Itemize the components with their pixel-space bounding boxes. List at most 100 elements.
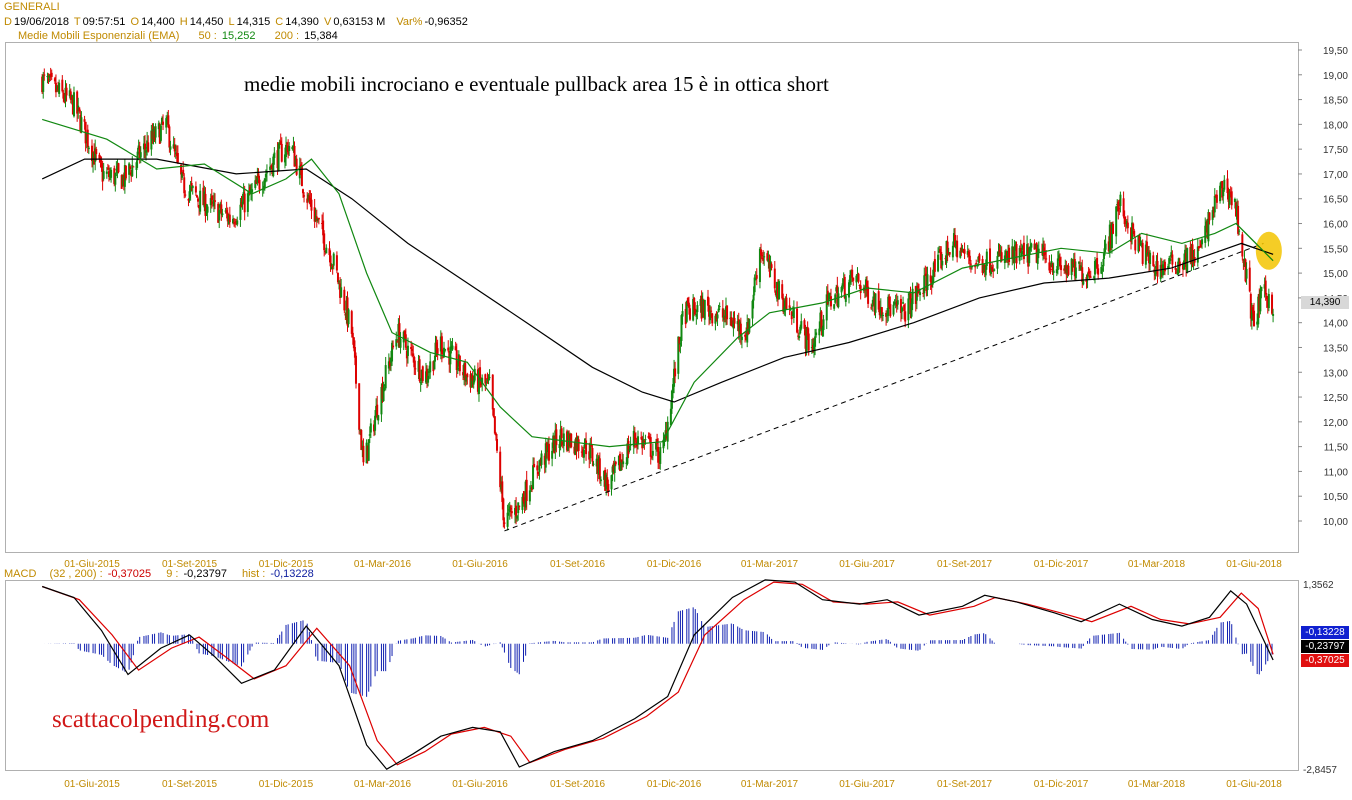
candle-down [426,368,429,380]
candle-up [825,294,828,321]
candle-up [617,455,620,466]
candle-up [841,283,844,287]
candle-down [930,278,933,288]
candle-down [577,439,580,451]
candle-down [54,82,57,93]
candle-up [1162,264,1165,267]
candle-up [470,378,473,388]
candle-down [270,165,273,167]
ema-legend-label: Medie Mobili Esponenziali (EMA) [18,30,180,42]
macd-legend: MACD (32 , 200) : -0,37025 9 : -0,23797 … [4,568,316,580]
low-value: 14,315 [236,16,271,28]
candle-down [596,461,599,474]
macd-signal-box: -0,23797 [1301,640,1349,653]
candle-up [188,191,191,199]
price-y-tick-label: 10,50 [1323,492,1348,503]
candle-down [1145,241,1148,254]
candle-down [575,437,578,452]
candle-down [412,353,415,357]
candle-up [1245,268,1248,279]
candle-down [968,255,971,261]
candle-down [1049,269,1052,271]
candle-down [858,284,861,286]
candle-up [695,314,698,317]
candle-down [503,522,506,524]
candle-up [754,278,757,280]
candle-up [1233,198,1236,203]
candle-up [485,381,488,383]
macd-x-tick-label: 01-Giu-2018 [1226,779,1282,790]
candle-down [1130,227,1133,242]
candle-up [1036,251,1039,264]
candle-down [432,361,435,372]
candle-down [533,463,536,468]
candle-up [893,302,896,304]
candle-down [598,458,601,480]
candle-up [1092,276,1095,278]
candle-down [539,461,542,464]
candle-up [603,470,606,480]
candle-down [555,429,558,446]
ema-legend: Medie Mobili Esponenziali (EMA) 50 : 15,… [18,30,340,42]
price-panel-border [5,42,1299,553]
candle-up [221,213,224,216]
macd-plot [41,579,1274,770]
ema200-value: 15,384 [304,30,338,42]
macd-panel-border [5,580,1299,771]
candle-down [435,342,438,350]
candle-down [352,337,355,349]
candle-up [837,293,840,308]
candle-down [878,306,881,316]
candle-up [265,172,268,174]
close-label: C [275,16,284,28]
candle-down [543,455,546,465]
candle-up [805,327,808,352]
candle-down [1027,247,1030,267]
candle-up [128,163,131,175]
candle-up [952,233,955,246]
macd-x-tick-label: 01-Giu-2017 [839,779,895,790]
candle-up [239,204,242,220]
macd-x-tick-label: 01-Set-2015 [162,779,217,790]
candle-down [755,275,758,279]
candle-down [522,497,525,502]
candle-down [331,265,334,267]
candle-up [250,189,253,195]
candle-down [122,174,125,187]
candle-up [1238,230,1241,232]
candle-down [1088,275,1091,278]
candle-down [866,280,869,291]
ema50-line-tail [1235,223,1274,262]
candle-up [1236,205,1239,220]
candle-up [722,315,725,320]
candle-up [947,253,950,255]
candle-down [590,444,593,447]
candle-down [1221,180,1224,198]
candle-down [336,272,339,283]
candle-up [611,466,614,473]
candle-down [491,374,494,410]
candle-up [465,375,468,382]
candle-down [829,296,832,307]
candle-down [233,222,236,224]
candle-down [329,255,332,267]
candle-down [960,247,963,253]
low-label: L [228,16,235,28]
macd-x-tick-label: 01-Giu-2015 [64,779,120,790]
price-y-tick-label: 10,00 [1323,517,1348,528]
candle-up [146,140,149,149]
candle-up [923,275,926,294]
candle-up [1057,255,1060,261]
candle-down [306,198,309,203]
candle-up [191,185,194,189]
candle-up [791,315,794,317]
candle-down [954,234,957,246]
candle-down [978,254,981,261]
candle-down [1089,276,1092,278]
candle-down [1065,265,1068,275]
candle-down [441,352,444,354]
candle-up [1029,246,1032,251]
candle-down [300,166,303,187]
candle-down [484,374,487,384]
candle-down [585,440,588,455]
